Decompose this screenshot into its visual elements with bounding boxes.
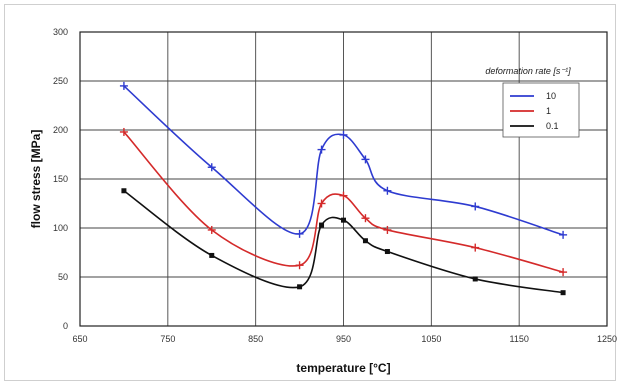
data-point <box>559 230 568 239</box>
data-point <box>559 268 568 277</box>
x-tick-label: 1050 <box>421 334 441 344</box>
plot-area <box>79 31 608 327</box>
x-tick-label: 750 <box>160 334 175 344</box>
y-tick-label: 150 <box>53 174 68 184</box>
y-tick-label: 100 <box>53 223 68 233</box>
legend-label: 1 <box>546 106 551 116</box>
data-point <box>472 276 478 282</box>
legend-label: 10 <box>546 91 556 101</box>
x-axis-ticks: 650 750 850 950 1050 1150 1250 <box>72 334 617 344</box>
x-axis-label: temperature [°C] <box>296 361 390 375</box>
data-point <box>384 249 390 255</box>
data-point <box>361 214 370 223</box>
data-point <box>339 191 348 200</box>
legend-box <box>502 82 580 138</box>
grid-lines <box>79 31 608 327</box>
x-tick-label: 950 <box>336 334 351 344</box>
data-point <box>207 225 216 234</box>
data-point <box>471 243 480 252</box>
data-point <box>471 202 480 211</box>
data-point <box>317 145 326 154</box>
data-point <box>362 238 368 244</box>
data-point <box>383 225 392 234</box>
series-layer <box>119 81 568 296</box>
y-axis-ticks: 0 50 100 150 200 250 300 <box>53 27 68 331</box>
y-tick-label: 0 <box>63 321 68 331</box>
y-tick-label: 300 <box>53 27 68 37</box>
x-tick-label: 1150 <box>509 334 528 344</box>
data-point <box>361 155 370 164</box>
y-tick-label: 250 <box>53 76 68 86</box>
x-tick-label: 650 <box>72 334 87 344</box>
data-point <box>341 217 346 223</box>
y-tick-label: 200 <box>53 125 68 135</box>
data-point <box>295 261 304 270</box>
y-tick-label: 50 <box>58 272 68 282</box>
legend-label: 0.1 <box>546 121 559 131</box>
data-point <box>119 81 128 90</box>
data-point <box>209 252 215 258</box>
data-point <box>383 186 392 195</box>
data-point <box>207 163 216 172</box>
data-point <box>319 222 325 228</box>
chart-frame <box>4 4 616 381</box>
data-point <box>119 127 128 136</box>
legend: 10 1 0.1 <box>502 82 580 138</box>
data-point <box>317 199 326 208</box>
data-point <box>339 130 348 139</box>
data-point <box>297 284 303 290</box>
data-point <box>295 229 304 238</box>
legend-title: deformation rate [s⁻¹] <box>485 66 571 76</box>
data-point <box>121 188 127 194</box>
data-point <box>560 290 566 296</box>
y-axis-label: flow stress [MPa] <box>29 130 43 229</box>
x-tick-label: 1250 <box>597 334 617 344</box>
x-tick-label: 850 <box>248 334 263 344</box>
series-line-0 <box>123 85 564 236</box>
